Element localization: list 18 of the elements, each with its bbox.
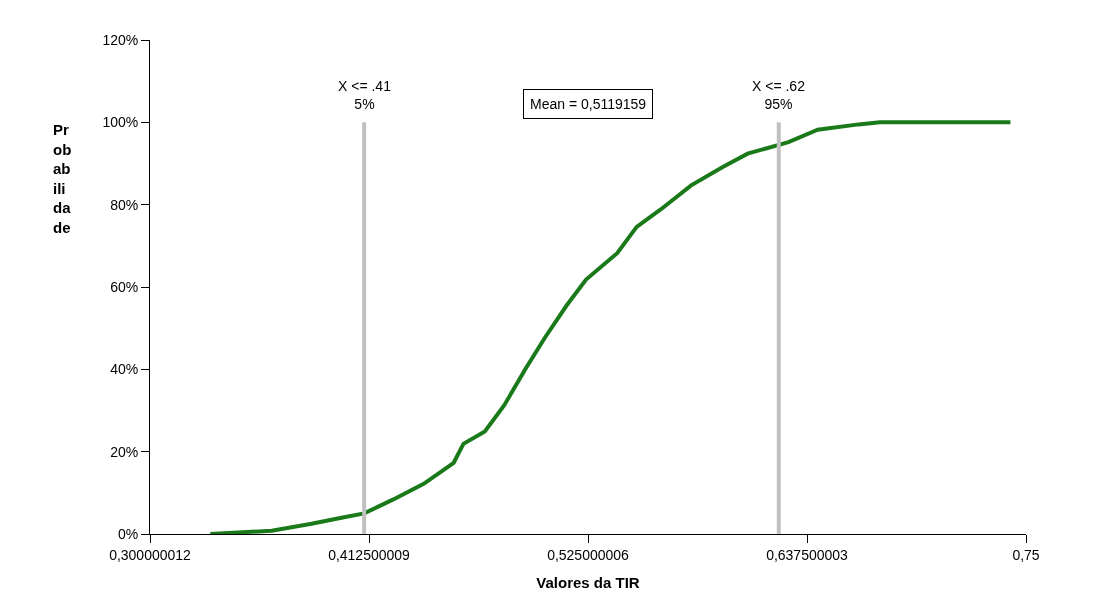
y-tick-label: 80% [110,196,139,213]
y-axis-title: Pr ob ab ili da de [53,121,72,236]
y-tick-label: 120% [102,31,139,48]
x-tick-label: 0,525000006 [547,546,630,563]
x-tick-label: 0,300000012 [109,546,192,563]
annotation: Mean = 0,5119159 [530,96,647,112]
x-tick-label: 0,75 [1012,546,1040,563]
x-tick-label: 0,412500009 [328,546,411,563]
y-tick-label: 0% [117,525,139,542]
line-series [208,120,1013,534]
y-tick-label: 60% [110,278,139,295]
y-tick-label: 100% [102,114,139,131]
x-axis-title: Valores da TIR [536,573,640,591]
x-tick-label: 0,637500003 [766,546,849,563]
ref-line-label: X <= .62 95% [752,78,806,113]
ref-line-label: X <= .41 5% [338,78,392,113]
y-tick-label: 40% [110,361,139,378]
y-tick-label: 20% [110,443,139,460]
